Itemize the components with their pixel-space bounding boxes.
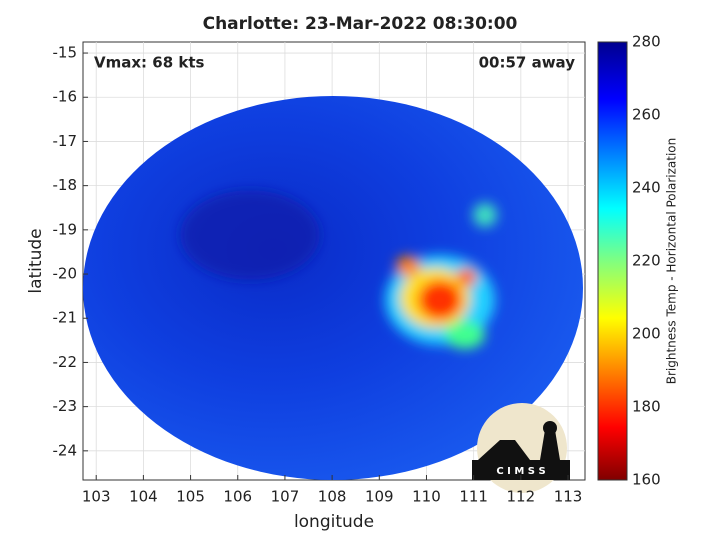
x-tick-label: 105 [176, 488, 205, 506]
satellite-image [83, 96, 583, 480]
x-tick-label: 111 [459, 488, 488, 506]
colorbar-tick-label: 280 [632, 33, 661, 51]
y-tick-label: -22 [53, 353, 78, 371]
y-tick-label: -18 [53, 176, 78, 194]
cimss-logo: C I M S S [472, 403, 570, 493]
x-tick-label: 107 [271, 488, 300, 506]
y-tick-label: -17 [53, 132, 78, 150]
x-tick-label: 103 [82, 488, 111, 506]
y-tick-label: -24 [53, 441, 78, 459]
colorbar-tick-label: 160 [632, 471, 661, 489]
x-tick-label: 109 [365, 488, 394, 506]
y-tick-label: -16 [53, 88, 78, 106]
y-tick-label: -21 [53, 309, 78, 327]
y-tick-label: -15 [53, 44, 78, 62]
colorbar-label: Brightness Temp - Horizontal Polarizatio… [665, 138, 679, 385]
y-tick-label: -20 [53, 265, 78, 283]
logo-text: C I M S S [496, 466, 545, 477]
y-tick-label: -23 [53, 397, 78, 415]
x-tick-label: 112 [507, 488, 536, 506]
y-tick-label: -19 [53, 220, 78, 238]
colorbar-tick-label: 260 [632, 106, 661, 124]
axes: 103 104 105 106 107 108 109 110 111 112 113 -15 -16 -… [53, 33, 661, 506]
y-axis-label: latitude [26, 228, 46, 293]
x-tick-label: 104 [129, 488, 158, 506]
colorbar-tick-label: 200 [632, 325, 661, 343]
chart-title: Charlotte: 23-Mar-2022 08:30:00 [203, 14, 518, 34]
colorbar [597, 41, 628, 481]
colorbar-tick-label: 220 [632, 252, 661, 270]
x-tick-label: 108 [318, 488, 347, 506]
colorbar-tick-label: 240 [632, 179, 661, 197]
colorbar-tick-label: 180 [632, 398, 661, 416]
annotation: 00:57 away [479, 54, 576, 72]
x-tick-label: 110 [412, 488, 441, 506]
annotation: Vmax: 68 kts [94, 54, 204, 72]
x-tick-label: 106 [223, 488, 252, 506]
x-tick-label: 113 [554, 488, 583, 506]
x-axis-label: longitude [294, 512, 374, 532]
